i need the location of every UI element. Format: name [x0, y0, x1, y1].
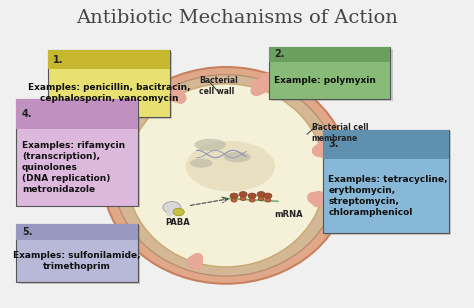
FancyBboxPatch shape: [325, 131, 451, 235]
Ellipse shape: [258, 197, 264, 201]
FancyBboxPatch shape: [48, 50, 170, 117]
FancyBboxPatch shape: [271, 49, 393, 101]
Ellipse shape: [249, 198, 255, 202]
Text: Examples: penicillin, bacitracin,
cephalosporin, vancomycin: Examples: penicillin, bacitracin, cephal…: [27, 83, 190, 103]
Ellipse shape: [127, 84, 325, 267]
FancyBboxPatch shape: [323, 130, 449, 159]
Ellipse shape: [265, 198, 271, 202]
FancyBboxPatch shape: [323, 130, 449, 233]
Ellipse shape: [230, 193, 238, 199]
Ellipse shape: [224, 152, 251, 162]
Ellipse shape: [239, 192, 247, 197]
Ellipse shape: [102, 67, 350, 284]
FancyBboxPatch shape: [17, 99, 138, 206]
Text: 5.: 5.: [22, 227, 32, 237]
Text: mRNA: mRNA: [274, 210, 303, 220]
FancyBboxPatch shape: [17, 99, 138, 129]
FancyBboxPatch shape: [48, 50, 170, 69]
Text: 4.: 4.: [22, 109, 32, 119]
Ellipse shape: [231, 198, 237, 202]
Text: Bacterial cell
membrane: Bacterial cell membrane: [311, 124, 368, 143]
Ellipse shape: [173, 208, 184, 216]
Ellipse shape: [166, 210, 173, 217]
Text: Examples: rifamycin
(transcription),
quinolones
(DNA replication)
metronidazole: Examples: rifamycin (transcription), qui…: [22, 141, 125, 194]
Ellipse shape: [163, 202, 181, 213]
Ellipse shape: [240, 197, 246, 201]
FancyBboxPatch shape: [18, 226, 140, 284]
Text: Antibiotic Mechanisms of Action: Antibiotic Mechanisms of Action: [76, 9, 398, 27]
Text: Example: polymyxin: Example: polymyxin: [274, 76, 376, 85]
Ellipse shape: [248, 193, 256, 199]
Ellipse shape: [113, 75, 338, 276]
FancyBboxPatch shape: [17, 224, 138, 282]
Ellipse shape: [194, 139, 226, 151]
Ellipse shape: [264, 193, 272, 199]
FancyBboxPatch shape: [18, 101, 140, 207]
Text: PABA: PABA: [165, 218, 190, 227]
Text: 2.: 2.: [274, 50, 285, 59]
Text: Examples: sulfonilamide,
trimethoprim: Examples: sulfonilamide, trimethoprim: [13, 251, 141, 271]
FancyBboxPatch shape: [269, 47, 391, 99]
Ellipse shape: [190, 159, 212, 168]
Text: 1.: 1.: [54, 55, 64, 65]
Ellipse shape: [257, 192, 265, 197]
Ellipse shape: [186, 141, 275, 191]
Text: 3.: 3.: [328, 139, 339, 149]
Text: Bacterial
cell wall: Bacterial cell wall: [199, 76, 237, 95]
FancyBboxPatch shape: [50, 52, 172, 119]
Text: Examples: tetracycline,
erythomycin,
streptomycin,
chloramphenicol: Examples: tetracycline, erythomycin, str…: [328, 175, 448, 217]
FancyBboxPatch shape: [269, 47, 391, 62]
FancyBboxPatch shape: [17, 224, 138, 241]
